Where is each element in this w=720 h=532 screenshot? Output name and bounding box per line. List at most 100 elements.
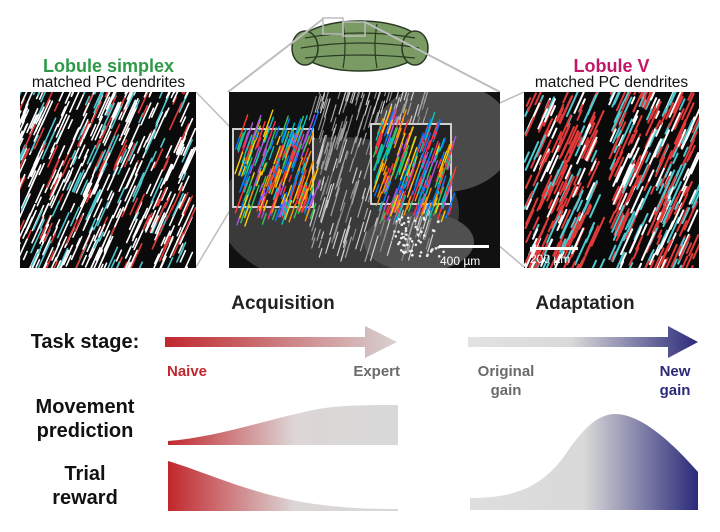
texture-stroke — [678, 220, 688, 237]
texture-stroke — [415, 193, 426, 218]
texture-stroke — [184, 92, 189, 99]
texture-stroke — [237, 128, 247, 152]
original-gain-line2: gain — [490, 382, 522, 399]
texture-stroke — [355, 93, 365, 121]
texture-stroke — [687, 209, 699, 232]
texture-stroke — [613, 145, 622, 159]
texture-stroke — [42, 236, 52, 256]
texture-stroke — [42, 246, 54, 268]
texture-stroke — [625, 219, 636, 240]
texture-stroke — [120, 149, 128, 164]
texture-stroke — [324, 141, 333, 166]
texture-stroke — [583, 93, 598, 123]
texture-stroke — [62, 167, 74, 191]
texture-stroke — [632, 109, 639, 123]
texture-stroke — [113, 105, 121, 119]
texture-stroke — [647, 169, 655, 182]
texture-stroke — [281, 129, 288, 144]
texture-stroke — [20, 137, 24, 147]
texture-stroke — [67, 119, 74, 130]
texture-stroke — [60, 106, 67, 117]
texture-stroke — [20, 219, 25, 231]
texture-stroke — [257, 148, 268, 173]
texture-stroke — [104, 92, 109, 98]
texture-stroke — [405, 216, 416, 246]
texture-stroke — [396, 194, 407, 221]
texture-stroke — [629, 137, 640, 158]
texture-stroke — [666, 216, 680, 244]
texture-stroke — [415, 197, 423, 216]
texture-stroke — [635, 150, 649, 178]
texture-stroke — [51, 242, 61, 261]
texture-stroke — [682, 146, 689, 157]
texture-stroke — [611, 111, 622, 132]
texture-stroke — [249, 184, 260, 212]
texture-stroke — [164, 107, 170, 118]
texture-stroke — [585, 136, 598, 162]
texture-stroke — [154, 232, 159, 241]
texture-stroke — [656, 201, 669, 227]
texture-stroke — [649, 259, 655, 268]
texture-stroke — [403, 138, 408, 150]
texture-stroke — [660, 220, 674, 249]
texture-stroke — [127, 123, 141, 150]
texture-stroke — [532, 154, 542, 172]
texture-stroke — [682, 168, 690, 181]
texture-stroke — [173, 136, 182, 154]
texture-stroke — [678, 233, 690, 257]
texture-stroke — [391, 198, 398, 214]
texture-stroke — [304, 114, 316, 144]
texture-stroke — [319, 201, 327, 222]
texture-stroke — [261, 176, 267, 188]
texture-dot — [402, 243, 405, 247]
left-dendrite-image — [20, 92, 196, 268]
texture-stroke — [268, 168, 272, 177]
texture-stroke — [568, 124, 579, 145]
texture-stroke — [234, 194, 243, 214]
texture-stroke — [56, 211, 70, 239]
texture-stroke — [115, 261, 121, 268]
texture-stroke — [551, 197, 560, 213]
texture-stroke — [135, 160, 143, 175]
texture-stroke — [79, 112, 88, 130]
texture-stroke — [314, 93, 322, 113]
texture-stroke — [646, 217, 657, 236]
texture-stroke — [125, 218, 138, 244]
texture-stroke — [256, 199, 262, 212]
texture-stroke — [409, 155, 418, 177]
texture-stroke — [565, 92, 579, 118]
texture-stroke — [292, 133, 298, 148]
texture-dot — [437, 220, 440, 223]
texture-stroke — [325, 237, 331, 254]
texture-stroke — [282, 161, 292, 186]
texture-stroke — [678, 235, 691, 261]
texture-stroke — [613, 234, 626, 259]
texture-stroke — [590, 160, 597, 172]
texture-stroke — [282, 148, 287, 158]
texture-stroke — [392, 183, 404, 213]
texture-stroke — [128, 249, 138, 268]
texture-stroke — [608, 136, 620, 160]
texture-stroke — [319, 130, 324, 143]
texture-stroke — [56, 260, 62, 268]
texture-stroke — [145, 209, 157, 233]
texture-stroke — [533, 259, 540, 268]
texture-stroke — [349, 92, 355, 104]
texture-stroke — [558, 164, 569, 184]
adaptation-bell-curve — [470, 414, 698, 510]
texture-stroke — [589, 194, 602, 219]
texture-stroke — [444, 143, 455, 170]
texture-stroke — [129, 153, 136, 165]
texture-stroke — [672, 92, 684, 114]
texture-stroke — [359, 231, 367, 252]
texture-stroke — [103, 130, 112, 146]
texture-stroke — [636, 164, 649, 190]
texture-stroke — [50, 142, 56, 153]
texture-stroke — [611, 204, 625, 233]
texture-stroke — [38, 162, 45, 176]
texture-stroke — [124, 92, 127, 95]
texture-dot — [419, 241, 423, 244]
texture-stroke — [285, 138, 290, 148]
texture-stroke — [92, 172, 104, 195]
texture-stroke — [665, 102, 675, 120]
